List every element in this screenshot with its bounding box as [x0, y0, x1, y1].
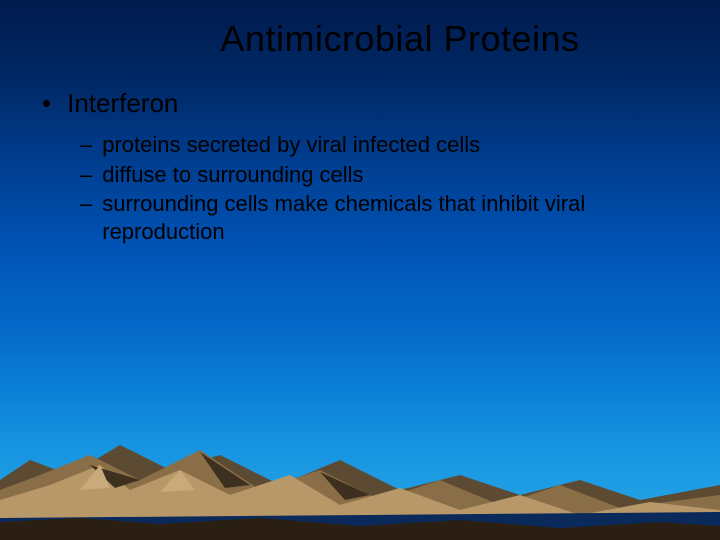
- bullet-text-l2: proteins secreted by viral infected cell…: [102, 131, 680, 159]
- bullet-marker-l1: •: [42, 88, 51, 119]
- bullet-text-l2: surrounding cells make chemicals that in…: [102, 190, 680, 245]
- bullet-level2: – proteins secreted by viral infected ce…: [80, 131, 680, 159]
- bullet-marker-l2: –: [80, 190, 92, 218]
- slide-content: Antimicrobial Proteins • Interferon – pr…: [0, 0, 720, 540]
- bullet-marker-l2: –: [80, 131, 92, 159]
- bullet-text-l1: Interferon: [67, 88, 178, 119]
- bullet-level2: – diffuse to surrounding cells: [80, 161, 680, 189]
- bullet-text-l2: diffuse to surrounding cells: [102, 161, 680, 189]
- bullet-level2: – surrounding cells make chemicals that …: [80, 190, 680, 245]
- bullet-marker-l2: –: [80, 161, 92, 189]
- bullet-level1: • Interferon: [40, 88, 680, 119]
- slide-title: Antimicrobial Proteins: [0, 0, 720, 60]
- slide-body: • Interferon – proteins secreted by vira…: [0, 60, 720, 245]
